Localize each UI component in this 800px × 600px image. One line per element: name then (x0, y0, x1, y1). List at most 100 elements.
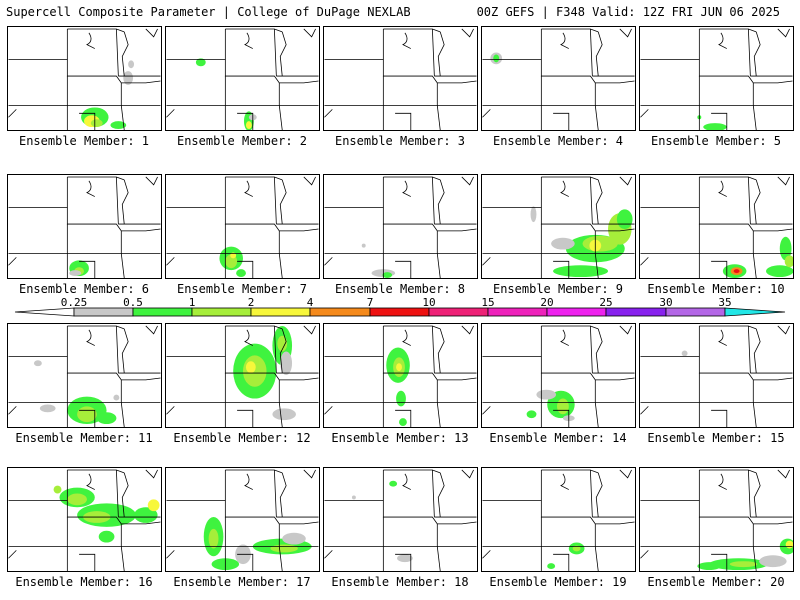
state-border (121, 521, 161, 525)
map-panel (165, 174, 320, 279)
state-border (86, 329, 95, 346)
state-border (67, 469, 125, 474)
state-border (166, 550, 175, 559)
state-border (395, 553, 412, 571)
legend-swatch (605, 307, 667, 317)
state-border (121, 377, 161, 381)
map-panel (481, 174, 636, 279)
state-border (86, 180, 95, 197)
state-border (595, 521, 635, 525)
state-border (747, 176, 751, 225)
state-border (436, 253, 441, 278)
state-border (79, 409, 96, 427)
state-border (279, 228, 319, 232)
state-border (120, 402, 125, 427)
state-border (482, 406, 491, 415)
state-border (166, 325, 226, 357)
state-border (640, 28, 700, 60)
state-border (461, 176, 474, 186)
scp-contour (396, 363, 402, 372)
legend-tick-label: 15 (481, 296, 494, 309)
state-border (8, 109, 17, 118)
member-label: Ensemble Member: 4 (492, 134, 624, 148)
state-border (224, 517, 280, 547)
state-border (594, 402, 599, 427)
member-label: Ensemble Member: 3 (334, 134, 466, 148)
scp-contour (67, 493, 87, 506)
state-border (431, 176, 435, 225)
member-label: Ensemble Member: 8 (334, 282, 466, 296)
state-border (752, 253, 757, 278)
map-svg (324, 28, 477, 130)
state-border (711, 553, 728, 571)
state-border (718, 329, 727, 346)
legend-tick-label: 20 (540, 296, 553, 309)
state-border (540, 500, 596, 525)
state-border (589, 176, 593, 225)
state-border (436, 402, 441, 427)
map-svg (640, 469, 793, 571)
state-border (279, 31, 287, 77)
state-border (66, 373, 122, 403)
state-border (540, 59, 596, 84)
state-border (115, 325, 119, 374)
state-border (273, 469, 277, 518)
state-border (540, 356, 596, 381)
state-border (437, 228, 477, 232)
state-border (395, 112, 412, 130)
scp-contour (572, 545, 581, 552)
state-border (79, 553, 96, 571)
scp-contour (245, 361, 256, 374)
legend-swatch (250, 307, 311, 317)
state-border (279, 377, 319, 381)
legend-arrow-left (14, 307, 75, 317)
legend-swatch (487, 307, 548, 317)
state-border (437, 31, 445, 77)
map-svg (482, 469, 635, 571)
scp-contour (280, 351, 293, 376)
state-border (67, 28, 125, 33)
state-border (120, 105, 125, 130)
map-panel (639, 174, 794, 279)
state-border (273, 28, 277, 77)
legend-swatch (428, 307, 489, 317)
state-border (303, 325, 316, 335)
state-border (540, 517, 596, 547)
state-border (324, 176, 384, 208)
state-border (640, 550, 649, 559)
state-border (711, 112, 728, 130)
state-border (437, 328, 445, 374)
state-border (698, 373, 754, 403)
map-panel (639, 323, 794, 428)
state-border (482, 109, 491, 118)
scp-contour (134, 507, 158, 523)
state-border (67, 176, 125, 181)
state-border (224, 207, 280, 232)
scp-contour (536, 389, 557, 400)
scp-contour (110, 121, 127, 130)
state-border (121, 31, 129, 77)
legend-tick-label: 7 (367, 296, 374, 309)
state-border (437, 377, 477, 381)
state-border (437, 179, 445, 225)
state-border (594, 253, 599, 278)
state-border (540, 373, 596, 403)
state-border (66, 207, 122, 232)
state-border (402, 473, 411, 490)
state-border (382, 59, 438, 84)
state-border (382, 207, 438, 232)
state-border (237, 553, 254, 571)
state-border (482, 550, 491, 559)
state-border (753, 521, 793, 525)
member-label: Ensemble Member: 14 (489, 431, 627, 445)
scp-contour (361, 243, 366, 248)
state-border (437, 80, 477, 84)
state-border (402, 329, 411, 346)
state-border (224, 76, 280, 106)
scp-contour (195, 58, 206, 67)
map-svg (166, 28, 319, 130)
member-label: Ensemble Member: 17 (173, 575, 311, 589)
state-border (244, 329, 253, 346)
state-border (560, 180, 569, 197)
scp-contour (147, 499, 160, 512)
